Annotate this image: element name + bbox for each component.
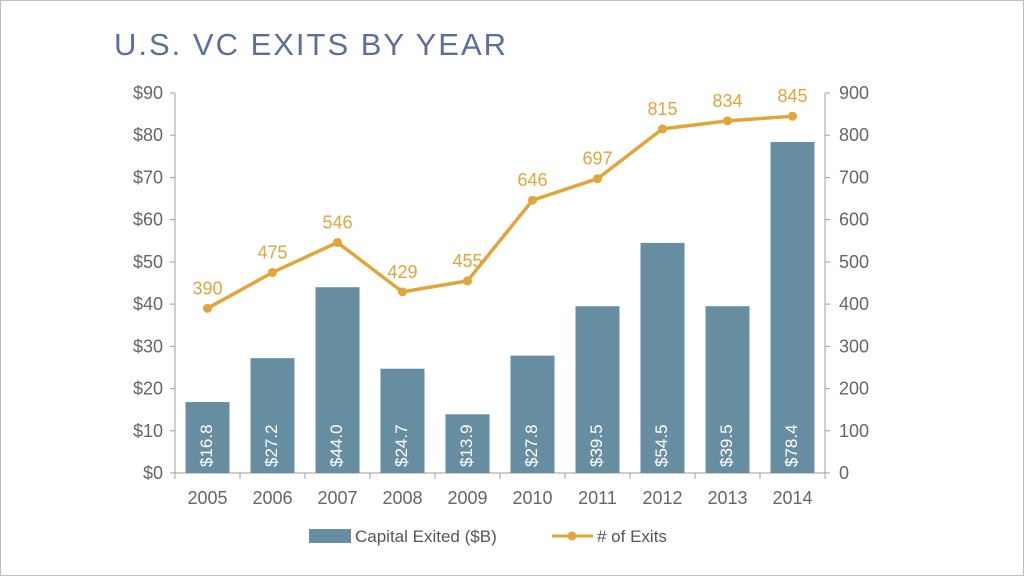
exits-value-label: 697	[582, 149, 612, 169]
legend-bar-label: Capital Exited ($B)	[355, 527, 497, 546]
exits-value-label: 834	[712, 91, 742, 111]
x-tick-label: 2005	[187, 488, 227, 508]
exits-point	[268, 267, 277, 277]
bar	[315, 287, 360, 473]
exits-value-label: 390	[192, 278, 222, 298]
bar-value-label: $27.8	[522, 424, 541, 467]
x-tick-label: 2010	[512, 488, 552, 508]
right-tick-label: 500	[839, 252, 869, 272]
left-tick-label: $30	[133, 336, 163, 356]
right-tick-label: 700	[839, 167, 869, 187]
x-tick-label: 2008	[382, 488, 422, 508]
x-tick-label: 2014	[772, 488, 812, 508]
right-tick-label: 800	[839, 125, 869, 145]
right-axis: 0 100 200 300 400 500 600 700 800 900	[824, 83, 869, 483]
exits-value-label: 475	[257, 242, 287, 262]
bar	[445, 414, 490, 473]
x-tick-label: 2013	[707, 488, 747, 508]
left-axis: $0 $10 $20 $30 $40 $50 $60 $70 $80 $90	[133, 83, 176, 483]
exits-point	[788, 111, 797, 121]
bar-value-label: $16.8	[197, 424, 216, 467]
x-tick-label: 2006	[252, 488, 292, 508]
right-tick-label: 400	[839, 294, 869, 314]
left-tick-label: $40	[133, 294, 163, 314]
chart-title: U.S. VC EXITS BY YEAR	[114, 27, 509, 62]
right-tick-label: 100	[839, 421, 869, 441]
exits-line	[206, 114, 793, 310]
left-tick-label: $80	[133, 125, 163, 145]
bar-value-label: $78.4	[782, 424, 801, 467]
x-tick-label: 2012	[642, 488, 682, 508]
bar	[640, 242, 685, 473]
x-tick-label: 2009	[447, 488, 487, 508]
bar	[380, 368, 425, 473]
exits-point	[398, 287, 407, 297]
line-series: 390 475 546 429 455 646 697 815 834 845	[192, 86, 808, 313]
right-tick-label: 0	[839, 463, 849, 483]
bar	[575, 306, 620, 473]
bar-value-label: $54.5	[652, 424, 671, 467]
exits-point	[528, 195, 537, 205]
legend: Capital Exited ($B) # of Exits	[309, 527, 667, 546]
bar-value-label: $44.0	[327, 424, 346, 467]
exits-point	[203, 303, 212, 313]
bar-series: $16.8 $27.2 $44.0 $24.7 $13.9 $27.8 $39.5 $54.5…	[185, 141, 815, 473]
right-tick-label: 600	[839, 210, 869, 230]
left-tick-label: $50	[133, 252, 163, 272]
exits-value-label: 845	[777, 86, 807, 106]
left-tick-label: $20	[133, 379, 163, 399]
legend-bar-swatch	[309, 529, 351, 543]
bar	[185, 402, 230, 473]
left-tick-label: $60	[133, 210, 163, 230]
left-tick-label: $10	[133, 421, 163, 441]
exits-point	[463, 276, 472, 286]
right-tick-label: 300	[839, 336, 869, 356]
left-tick-label: $90	[133, 83, 163, 103]
x-tick-label: 2007	[317, 488, 357, 508]
bar	[770, 141, 815, 473]
exits-value-label: 429	[387, 262, 417, 282]
exits-value-label: 455	[452, 251, 482, 271]
legend-line-label: # of Exits	[597, 527, 667, 546]
exits-point	[723, 116, 732, 126]
bar	[510, 355, 555, 473]
bar-value-label: $39.5	[587, 424, 606, 467]
bar-value-label: $13.9	[457, 424, 476, 467]
left-tick-label: $70	[133, 167, 163, 187]
legend-line-marker	[567, 531, 577, 541]
left-tick-label: $0	[143, 463, 163, 483]
exits-value-label: 815	[647, 99, 677, 119]
x-axis: 2005 2006 2007 2008 2009 2010 2011 2012 2013 2014	[174, 472, 826, 508]
right-tick-label: 200	[839, 379, 869, 399]
bar-value-label: $24.7	[392, 424, 411, 467]
exits-point	[658, 124, 667, 134]
bar-value-label: $27.2	[262, 424, 281, 467]
exits-point	[593, 174, 602, 184]
bar	[250, 358, 295, 473]
exits-value-label: 546	[322, 212, 352, 232]
exits-point	[333, 237, 342, 247]
bar	[705, 306, 750, 473]
x-tick-label: 2011	[578, 488, 617, 508]
exits-value-label: 646	[517, 170, 547, 190]
bar-value-label: $39.5	[717, 424, 736, 467]
right-tick-label: 900	[839, 83, 869, 103]
